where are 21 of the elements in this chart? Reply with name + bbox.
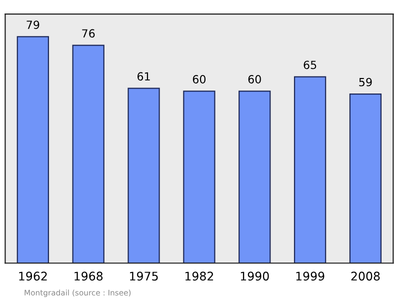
x-tick-label: 1999 (296, 272, 324, 281)
data-label: 61 (137, 72, 150, 81)
x-tick-label: 1968 (74, 272, 103, 281)
data-label: 59 (359, 78, 372, 86)
data-label: 60 (192, 75, 206, 84)
bar (72, 44, 104, 264)
bar (238, 90, 271, 264)
bar (349, 93, 382, 264)
data-label: 60 (248, 75, 261, 84)
bar (128, 88, 160, 264)
bar (294, 76, 326, 264)
x-tick-label: 1982 (185, 272, 214, 281)
x-tick-label: 1962 (19, 272, 47, 281)
data-label: 76 (82, 29, 95, 38)
bar (16, 36, 49, 264)
x-tick-label: 2008 (351, 272, 380, 281)
data-label: 65 (304, 60, 316, 70)
data-label: 79 (26, 20, 40, 29)
x-tick-label: 1990 (240, 272, 269, 281)
bar (183, 90, 216, 264)
x-tick-label: 1975 (130, 272, 158, 281)
